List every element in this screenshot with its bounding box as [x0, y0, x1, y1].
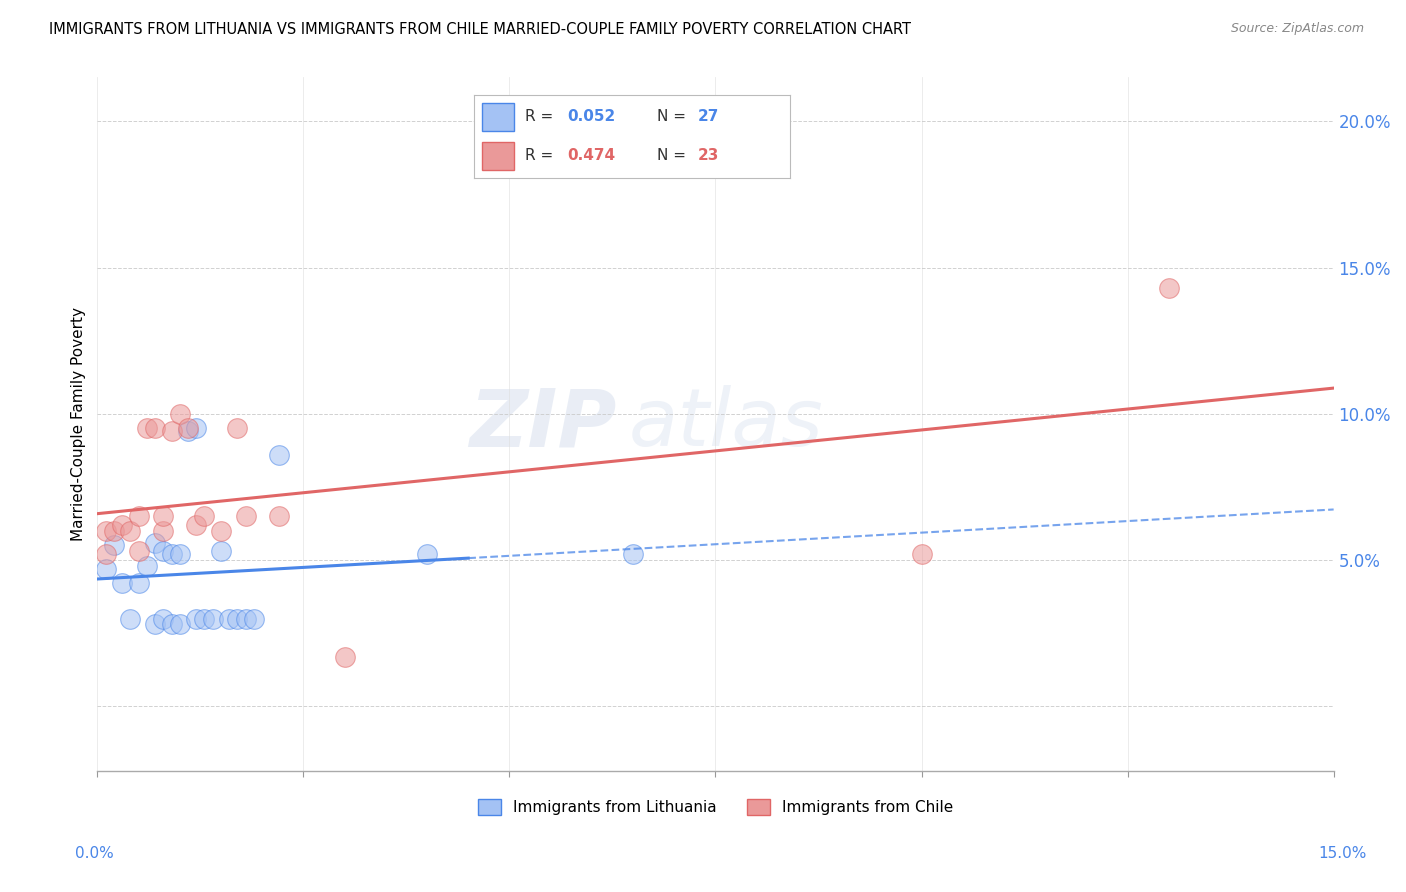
Point [169, 407, 191, 421]
Point [169, 547, 191, 561]
Point [111, 576, 134, 591]
Point [143, 535, 166, 549]
Point [103, 524, 125, 538]
Point [152, 524, 174, 538]
Point [209, 524, 232, 538]
Point [94, 524, 117, 538]
Point [169, 617, 191, 632]
Point [152, 544, 174, 558]
Point [160, 425, 183, 439]
Point [226, 421, 249, 435]
Point [152, 509, 174, 524]
Point [160, 547, 183, 561]
Point [128, 576, 150, 591]
Point [111, 518, 134, 533]
Point [160, 617, 183, 632]
Point [226, 611, 249, 625]
Text: 15.0%: 15.0% [1319, 847, 1367, 861]
Point [333, 649, 356, 664]
Point [143, 421, 166, 435]
Point [128, 509, 150, 524]
Text: ZIP: ZIP [470, 385, 617, 463]
Point [186, 421, 208, 435]
Point [103, 538, 125, 552]
Point [120, 611, 142, 625]
Text: atlas: atlas [628, 385, 824, 463]
Text: 0.0%: 0.0% [75, 847, 114, 861]
Point [218, 611, 240, 625]
Point [235, 611, 257, 625]
Point [910, 547, 932, 561]
Point [177, 425, 200, 439]
Legend: Immigrants from Lithuania, Immigrants from Chile: Immigrants from Lithuania, Immigrants fr… [478, 799, 953, 815]
Text: Source: ZipAtlas.com: Source: ZipAtlas.com [1230, 22, 1364, 36]
Point [177, 421, 200, 435]
Point [94, 562, 117, 576]
Point [152, 611, 174, 625]
Text: IMMIGRANTS FROM LITHUANIA VS IMMIGRANTS FROM CHILE MARRIED-COUPLE FAMILY POVERTY: IMMIGRANTS FROM LITHUANIA VS IMMIGRANTS … [49, 22, 911, 37]
Point [267, 509, 290, 524]
Point [235, 509, 257, 524]
Point [135, 421, 157, 435]
Point [135, 558, 157, 573]
Point [621, 547, 644, 561]
Point [128, 544, 150, 558]
Point [209, 544, 232, 558]
Point [193, 509, 215, 524]
Point [193, 611, 215, 625]
Point [143, 617, 166, 632]
Point [186, 611, 208, 625]
Point [120, 524, 142, 538]
Point [416, 547, 439, 561]
Y-axis label: Married-Couple Family Poverty: Married-Couple Family Poverty [72, 307, 86, 541]
Point [1157, 281, 1180, 295]
Point [94, 547, 117, 561]
Point [186, 518, 208, 533]
Point [267, 448, 290, 462]
Point [243, 611, 266, 625]
Point [201, 611, 224, 625]
